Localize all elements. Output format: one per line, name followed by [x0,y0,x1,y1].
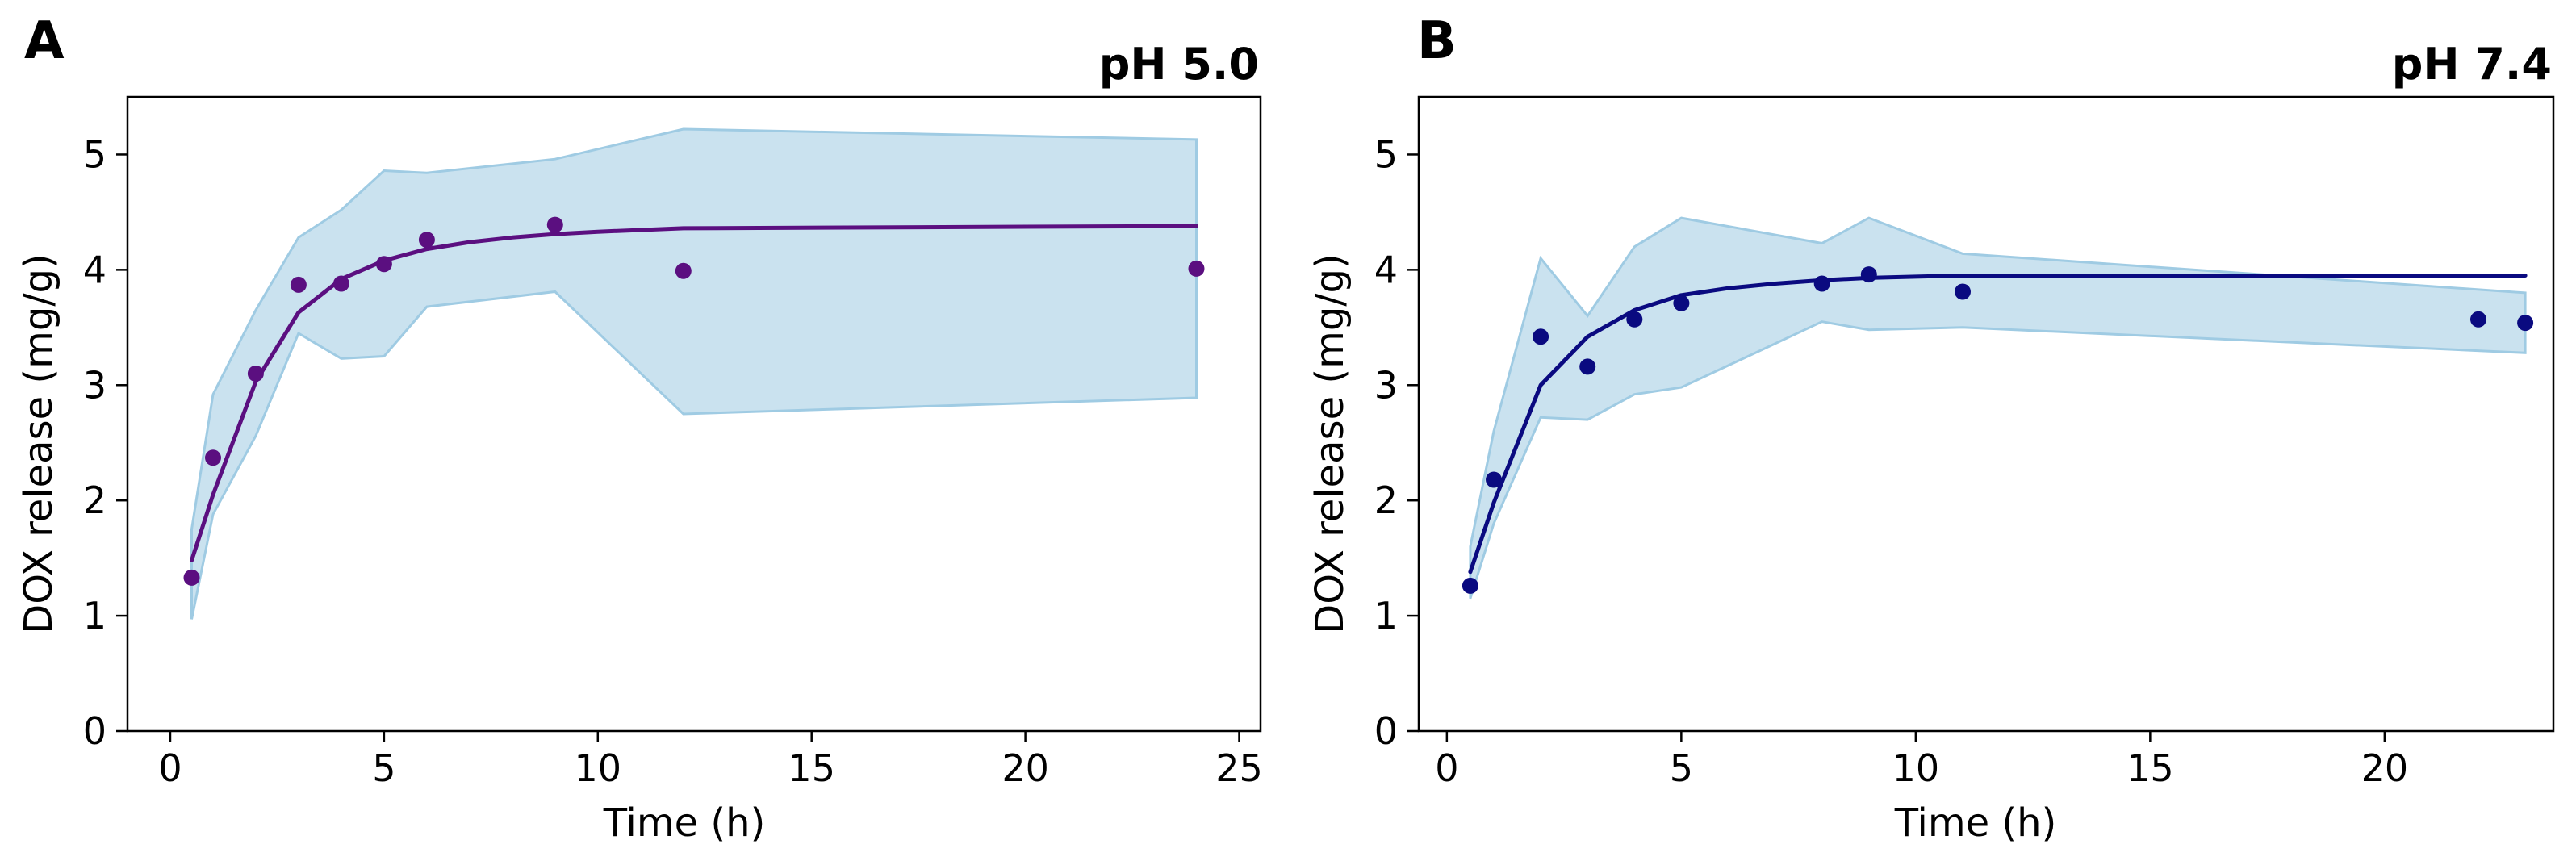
data-point [332,275,349,292]
data-point [1462,577,1478,594]
data-point [205,449,221,466]
data-point [290,276,307,293]
y-axis-label-b: DOX release (mg/g) [1307,253,1353,633]
data-point [1813,275,1830,292]
y-tick-label: 2 [83,478,107,522]
x-tick-label: 5 [372,746,395,790]
plot-area-b: 0 5 10 15 20 0 1 2 3 4 5 [1374,95,2555,790]
x-tick-label: 10 [1892,746,1940,790]
data-point [1188,260,1205,277]
data-point [1486,471,1502,488]
data-point [2517,315,2534,332]
y-tick-label: 0 [1374,709,1398,753]
y-tick-label: 2 [1374,478,1398,522]
x-tick-label: 25 [1215,746,1263,790]
y-tick-label: 3 [83,363,107,407]
plot-frame [1417,95,2555,733]
plot-frame [126,95,1262,733]
x-tick-label: 20 [2361,746,2409,790]
data-point [546,216,563,233]
data-point [1533,328,1549,345]
x-tick-label: 10 [575,746,622,790]
y-tick-label: 1 [1374,594,1398,637]
data-point [1955,283,1971,300]
x-tick-label: 15 [788,746,835,790]
panel-letter-b: B [1417,11,1457,71]
data-point [183,569,200,586]
data-point [375,256,392,273]
fit-line [1468,274,2528,575]
x-tick-label: 5 [1670,746,1693,790]
y-tick-label: 5 [1374,132,1398,176]
x-axis-label-b: Time (h) [1894,800,2057,846]
x-tick-label: 15 [2126,746,2174,790]
x-tick-label: 20 [1002,746,1049,790]
data-point [1860,266,1877,283]
y-tick-label: 1 [83,594,107,637]
data-point [675,262,692,279]
panel-title-a: pH 5.0 [1099,39,1259,90]
y-tick-label: 3 [1374,363,1398,407]
data-point [247,366,264,382]
x-axis-label-a: Time (h) [603,800,766,846]
y-tick-label: 4 [1374,248,1398,291]
data-point [1673,295,1690,311]
confidence-band [190,127,1198,620]
x-tick-label: 0 [158,746,182,790]
y-tick-label: 5 [83,132,107,176]
y-tick-label: 4 [83,248,107,291]
confidence-band [1469,216,2527,600]
data-point [1579,358,1596,375]
data-point [1626,311,1643,328]
plot-area-a: 0 5 10 15 20 25 0 1 2 3 4 5 [83,95,1263,790]
chart-panel-b: B pH 7.4 0 5 10 15 20 0 1 2 3 4 5 Time (h) DOX rel… [1307,11,2555,846]
data-point [2470,311,2486,328]
x-tick-label: 0 [1435,746,1458,790]
chart-panel-a: A pH 5.0 0 5 10 15 20 25 0 1 2 3 4 5 Time (h) DOX r… [16,11,1263,846]
panel-title-b: pH 7.4 [2392,39,2552,90]
data-point [418,232,435,249]
y-axis-label-a: DOX release (mg/g) [16,253,61,633]
y-tick-label: 0 [83,709,107,753]
panel-letter-a: A [24,11,65,71]
